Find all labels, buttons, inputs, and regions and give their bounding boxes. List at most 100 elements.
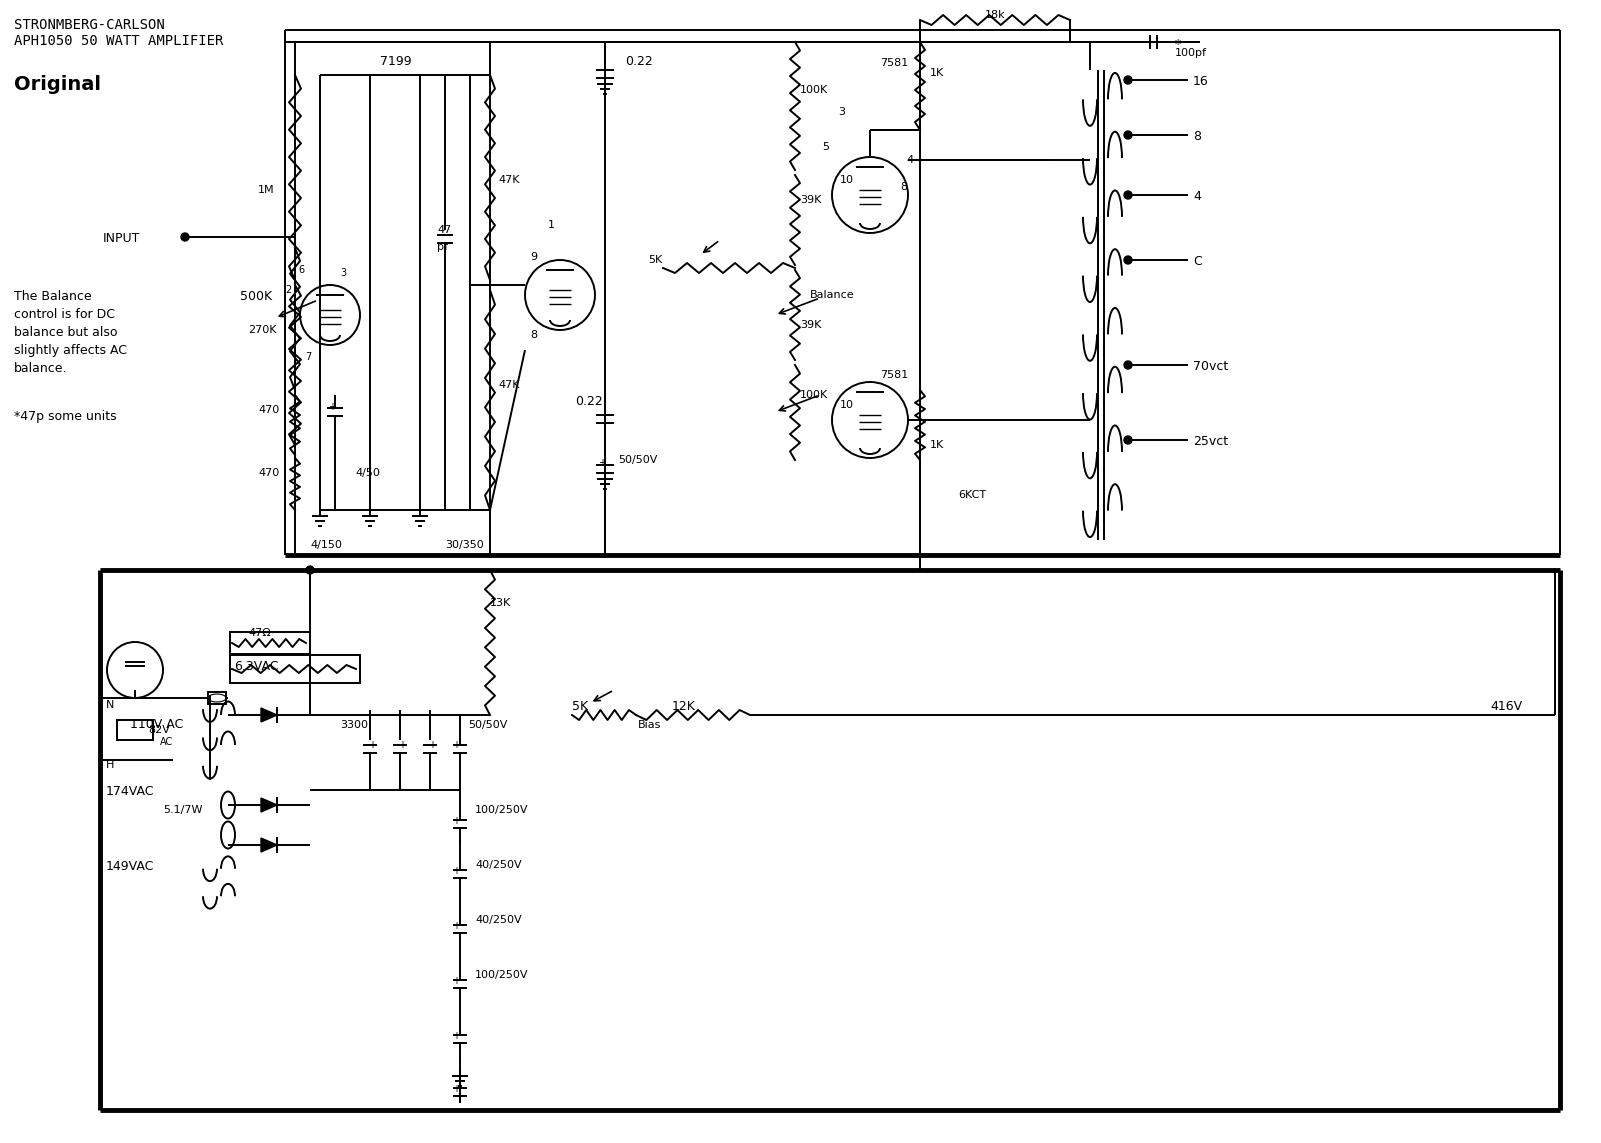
Text: 7581: 7581 <box>881 58 908 67</box>
Text: 6: 6 <box>298 265 304 275</box>
Text: 40/250V: 40/250V <box>475 916 522 925</box>
Text: 100K: 100K <box>800 390 828 400</box>
Polygon shape <box>261 838 277 852</box>
Text: +: + <box>451 866 459 876</box>
Text: The Balance: The Balance <box>14 290 91 303</box>
Text: *: * <box>1175 38 1182 51</box>
Text: +: + <box>427 740 435 750</box>
Text: 8: 8 <box>900 182 908 192</box>
Text: 3300: 3300 <box>339 720 368 730</box>
Text: 6KCT: 6KCT <box>957 490 986 499</box>
Text: APH1050 50 WATT AMPLIFIER: APH1050 50 WATT AMPLIFIER <box>14 34 224 48</box>
Text: 5.1/7W: 5.1/7W <box>163 805 202 815</box>
Text: 470: 470 <box>258 467 279 478</box>
Bar <box>231 655 360 684</box>
Text: 8: 8 <box>530 330 536 339</box>
Text: 8: 8 <box>1193 130 1201 143</box>
Text: 47K: 47K <box>498 175 519 185</box>
Text: H: H <box>106 760 114 770</box>
Text: 2: 2 <box>285 285 291 295</box>
Text: 0.22: 0.22 <box>575 395 602 408</box>
Text: 5: 5 <box>821 142 829 152</box>
Text: +: + <box>399 740 407 750</box>
Polygon shape <box>261 798 277 812</box>
Polygon shape <box>261 708 277 722</box>
Text: 6.3VAC: 6.3VAC <box>234 660 279 673</box>
Text: 1M: 1M <box>258 185 275 195</box>
Text: +: + <box>451 816 459 826</box>
Text: 1: 1 <box>548 219 556 230</box>
Text: 12K: 12K <box>672 700 696 713</box>
Text: STRONMBERG-CARLSON: STRONMBERG-CARLSON <box>14 18 165 32</box>
Text: control is for DC: control is for DC <box>14 307 115 321</box>
Text: 50/50V: 50/50V <box>618 455 658 465</box>
Text: 0.22: 0.22 <box>624 55 653 67</box>
Text: 174VAC: 174VAC <box>106 785 155 798</box>
Text: 25vct: 25vct <box>1193 435 1228 448</box>
Text: balance.: balance. <box>14 362 67 375</box>
Circle shape <box>1124 361 1132 369</box>
Text: 500K: 500K <box>240 290 272 303</box>
Text: +: + <box>451 1031 459 1041</box>
Text: C: C <box>1193 255 1202 267</box>
Text: 3: 3 <box>339 267 346 278</box>
Circle shape <box>1124 435 1132 443</box>
Text: 39K: 39K <box>800 320 821 330</box>
Text: 4: 4 <box>1193 190 1201 203</box>
Text: 100/250V: 100/250V <box>475 970 528 980</box>
Text: 1K: 1K <box>930 440 945 450</box>
Text: balance but also: balance but also <box>14 326 117 339</box>
Text: +: + <box>599 458 607 467</box>
Bar <box>208 692 226 704</box>
Circle shape <box>306 566 314 574</box>
Text: 10: 10 <box>841 400 853 410</box>
Text: 13K: 13K <box>490 598 511 608</box>
Text: 50/50V: 50/50V <box>467 720 508 730</box>
Text: +: + <box>328 402 336 411</box>
Text: 5K: 5K <box>572 700 588 713</box>
Text: INPUT: INPUT <box>102 232 141 245</box>
Text: 10: 10 <box>841 175 853 185</box>
Text: +: + <box>451 740 459 750</box>
Text: +: + <box>451 976 459 986</box>
Text: 18k: 18k <box>985 10 1005 19</box>
Text: +: + <box>368 740 376 750</box>
Text: +: + <box>451 1084 459 1094</box>
Text: +: + <box>451 921 459 932</box>
Text: N: N <box>106 700 114 710</box>
Text: 47K: 47K <box>498 379 519 390</box>
Text: 7: 7 <box>306 352 311 362</box>
Circle shape <box>1124 75 1132 83</box>
Text: 110V AC: 110V AC <box>130 718 183 732</box>
Text: Balance: Balance <box>810 290 855 299</box>
Text: 149VAC: 149VAC <box>106 860 154 873</box>
Text: pf: pf <box>437 242 448 251</box>
Text: 100/250V: 100/250V <box>475 805 528 815</box>
Bar <box>231 632 311 654</box>
Text: 416V: 416V <box>1491 700 1523 713</box>
Text: 70vct: 70vct <box>1193 360 1228 373</box>
Circle shape <box>181 233 189 241</box>
Text: 4: 4 <box>906 155 913 165</box>
Text: AC: AC <box>160 737 173 748</box>
Text: slightly affects AC: slightly affects AC <box>14 344 126 357</box>
Text: 4/50: 4/50 <box>355 467 379 478</box>
Text: 100K: 100K <box>800 85 828 95</box>
Text: 47: 47 <box>437 225 451 235</box>
Bar <box>117 720 154 740</box>
Text: 40/250V: 40/250V <box>475 860 522 870</box>
Text: 9: 9 <box>530 251 536 262</box>
Text: 16: 16 <box>1193 75 1209 88</box>
Text: Bias: Bias <box>639 720 661 730</box>
Text: 82V: 82V <box>147 725 170 735</box>
Text: 5K: 5K <box>648 255 663 265</box>
Text: 47Ω: 47Ω <box>248 628 271 638</box>
Text: 270K: 270K <box>248 325 277 335</box>
Text: 4/150: 4/150 <box>311 539 343 550</box>
Text: 30/350: 30/350 <box>445 539 484 550</box>
Circle shape <box>1124 131 1132 139</box>
Text: 470: 470 <box>258 405 279 415</box>
Text: 1K: 1K <box>930 67 945 78</box>
Text: 39K: 39K <box>800 195 821 205</box>
Text: 3: 3 <box>837 107 845 117</box>
